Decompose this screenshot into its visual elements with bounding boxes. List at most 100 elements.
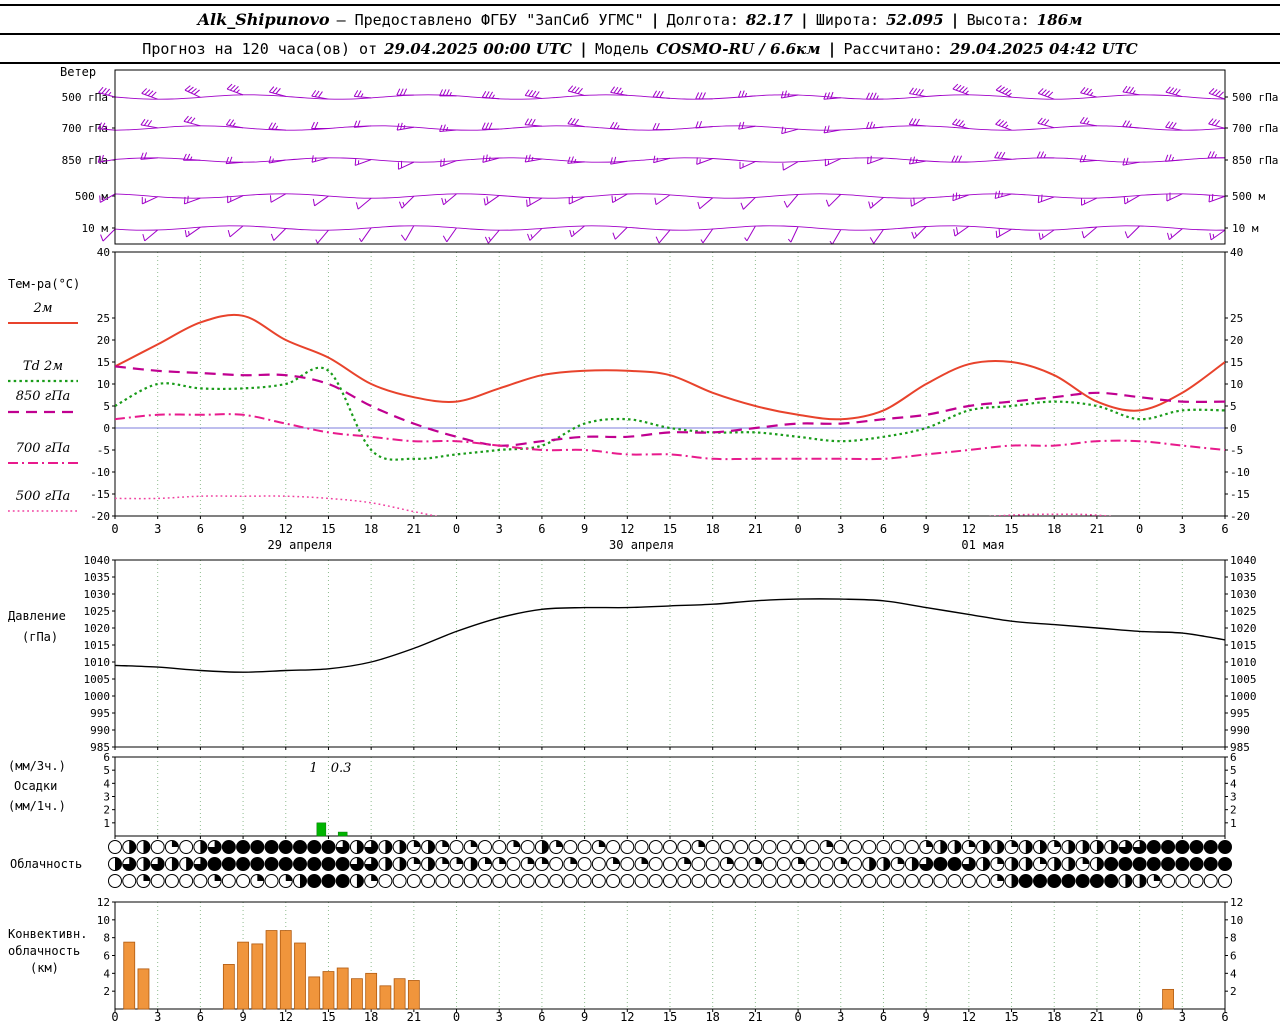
svg-text:3: 3	[1230, 791, 1237, 804]
convective-bar	[294, 942, 306, 1010]
svg-text:2м: 2м	[32, 301, 52, 316]
separator: |	[799, 10, 809, 29]
svg-text:15: 15	[1004, 1010, 1018, 1024]
svg-text:15: 15	[97, 356, 110, 369]
svg-text:4: 4	[103, 777, 110, 790]
precip-bar	[316, 822, 327, 837]
convective-bar	[336, 967, 349, 1010]
svg-text:990: 990	[90, 724, 110, 737]
svg-text:1005: 1005	[1230, 673, 1257, 686]
header-line1: Alk_Shipunovo — Предоставлено ФГБУ "ЗапС…	[0, 6, 1280, 35]
svg-text:9: 9	[923, 522, 930, 536]
svg-text:25: 25	[97, 312, 110, 325]
svg-text:500 м: 500 м	[1232, 190, 1265, 203]
separator: |	[650, 10, 660, 29]
convective-bar	[365, 972, 378, 1010]
svg-text:21: 21	[1090, 522, 1104, 536]
svg-text:12: 12	[97, 896, 110, 909]
svg-text:9: 9	[239, 522, 246, 536]
svg-text:985: 985	[90, 741, 110, 754]
svg-text:3: 3	[154, 522, 161, 536]
temperature-curves	[115, 313, 1225, 516]
svg-text:-10: -10	[90, 466, 110, 479]
svg-text:15: 15	[1004, 522, 1018, 536]
cloud-panel: Облачность	[10, 840, 1232, 888]
svg-text:21: 21	[407, 522, 421, 536]
svg-text:1030: 1030	[84, 588, 111, 601]
svg-text:12: 12	[620, 1010, 634, 1024]
header: Alk_Shipunovo — Предоставлено ФГБУ "ЗапС…	[0, 4, 1280, 64]
svg-text:9: 9	[923, 1010, 930, 1024]
svg-text:6: 6	[1230, 950, 1237, 963]
svg-text:10 м: 10 м	[1232, 222, 1259, 235]
svg-text:5: 5	[1230, 400, 1237, 413]
svg-text:Тем-ра(°C): Тем-ра(°C)	[8, 277, 80, 291]
svg-text:1015: 1015	[84, 639, 111, 652]
svg-text:2: 2	[103, 804, 110, 817]
svg-text:2: 2	[1230, 804, 1237, 817]
svg-text:2: 2	[1230, 985, 1237, 998]
svg-text:25: 25	[1230, 312, 1243, 325]
svg-text:10: 10	[97, 914, 110, 927]
provider-text: — Предоставлено ФГБУ "ЗапСиб УГМС"	[336, 10, 644, 29]
svg-text:Давление: Давление	[8, 609, 66, 623]
svg-text:8: 8	[103, 932, 110, 945]
convective-bar	[123, 941, 136, 1010]
svg-text:850 гПа: 850 гПа	[62, 154, 108, 167]
svg-text:4: 4	[1230, 967, 1237, 980]
svg-text:9: 9	[581, 522, 588, 536]
svg-text:12: 12	[279, 1010, 293, 1024]
svg-text:12: 12	[620, 522, 634, 536]
longitude-value: 82.17	[745, 10, 793, 29]
svg-text:40: 40	[1230, 246, 1243, 259]
svg-text:-20: -20	[90, 510, 110, 523]
svg-text:1020: 1020	[1230, 622, 1257, 635]
svg-text:3: 3	[837, 522, 844, 536]
svg-text:6: 6	[1221, 1010, 1228, 1024]
convective-bar	[351, 978, 363, 1010]
svg-text:0: 0	[103, 422, 110, 435]
separator: |	[827, 39, 837, 58]
svg-text:6: 6	[197, 1010, 204, 1024]
svg-text:10 м: 10 м	[82, 222, 109, 235]
svg-text:500 гПа: 500 гПа	[16, 489, 71, 504]
header-line2: Прогноз на 120 часа(ов) от 29.04.2025 00…	[0, 35, 1280, 64]
svg-text:21: 21	[1090, 1010, 1104, 1024]
calculated-label: Рассчитано:	[843, 39, 943, 58]
svg-text:1010: 1010	[84, 656, 111, 669]
svg-text:18: 18	[364, 522, 378, 536]
svg-text:6: 6	[1230, 751, 1237, 764]
svg-text:29 апреля: 29 апреля	[267, 538, 332, 552]
svg-text:(мм/1ч.): (мм/1ч.)	[8, 799, 66, 813]
svg-text:3: 3	[837, 1010, 844, 1024]
svg-text:40: 40	[97, 246, 110, 259]
wind-panel: Ветер 500 гПа 500 гПа 700 гПа 700 гПа 850 гПа…	[60, 65, 1278, 245]
svg-text:1025: 1025	[84, 605, 111, 618]
svg-text:-5: -5	[1230, 444, 1243, 457]
svg-text:0: 0	[1136, 1010, 1143, 1024]
svg-text:0: 0	[1230, 422, 1237, 435]
svg-text:1020: 1020	[84, 622, 111, 635]
svg-text:(гПа): (гПа)	[22, 630, 58, 644]
svg-text:-15: -15	[1230, 488, 1250, 501]
svg-text:8: 8	[1230, 932, 1237, 945]
svg-text:21: 21	[748, 1010, 762, 1024]
svg-text:5: 5	[103, 764, 110, 777]
svg-text:0: 0	[111, 522, 118, 536]
svg-text:700 гПа: 700 гПа	[1232, 122, 1278, 135]
svg-text:0: 0	[794, 522, 801, 536]
svg-text:3: 3	[1179, 522, 1186, 536]
pressure-panel: 1040 1040 1035 1035 1030 1030 1025 1025 1020 1020…	[8, 554, 1257, 754]
svg-text:1000: 1000	[84, 690, 111, 703]
svg-text:4: 4	[1230, 777, 1237, 790]
svg-text:18: 18	[1047, 522, 1061, 536]
svg-text:3: 3	[103, 791, 110, 804]
svg-text:6: 6	[1221, 522, 1228, 536]
svg-text:21: 21	[407, 1010, 421, 1024]
series-2м	[115, 313, 1225, 421]
convective-bar	[1162, 988, 1174, 1010]
svg-text:1: 1	[309, 761, 317, 776]
svg-text:0: 0	[111, 1010, 118, 1024]
